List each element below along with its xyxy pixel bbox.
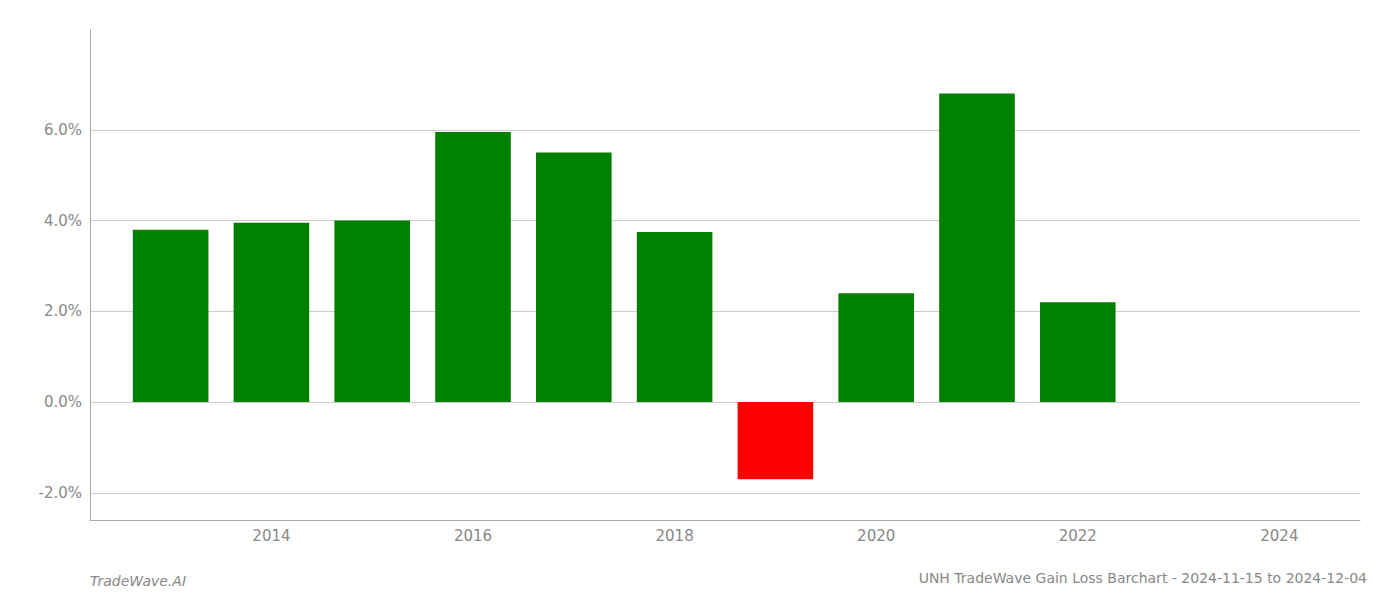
svg-text:2020: 2020 xyxy=(857,527,895,545)
svg-text:2024: 2024 xyxy=(1260,527,1298,545)
svg-text:0.0%: 0.0% xyxy=(44,393,82,411)
svg-text:2014: 2014 xyxy=(252,527,290,545)
svg-text:2016: 2016 xyxy=(454,527,492,545)
svg-text:TradeWave.AI: TradeWave.AI xyxy=(90,573,186,589)
svg-text:2018: 2018 xyxy=(656,527,694,545)
svg-text:6.0%: 6.0% xyxy=(44,121,82,139)
svg-text:UNH TradeWave Gain Loss Barcha: UNH TradeWave Gain Loss Barchart - 2024-… xyxy=(919,570,1367,586)
svg-text:4.0%: 4.0% xyxy=(44,212,82,230)
svg-text:-2.0%: -2.0% xyxy=(38,484,82,502)
svg-text:2.0%: 2.0% xyxy=(44,302,82,320)
svg-text:2022: 2022 xyxy=(1059,527,1097,545)
